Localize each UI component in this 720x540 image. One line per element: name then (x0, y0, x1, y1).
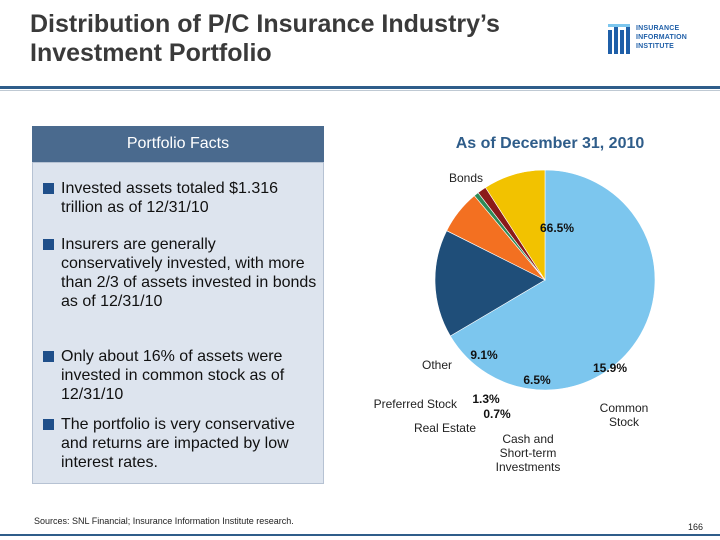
pie-slice-common-stock (434, 230, 546, 337)
title-divider (0, 86, 720, 89)
legend-label-cash-and-short-term-investments: Cash and Short-term Investments (496, 432, 561, 474)
square-bullet-icon (43, 239, 54, 250)
fact-item: Only about 16% of assets were invested i… (43, 347, 317, 404)
fact-text: Insurers are generally conservatively in… (61, 236, 317, 310)
title-divider-thin (0, 90, 720, 91)
portfolio-facts-header: Portfolio Facts (32, 126, 324, 162)
fact-item: The portfolio is very conservative and r… (43, 415, 317, 472)
legend-label-line: Preferred Stock (374, 397, 458, 411)
legend-label-other: Other (422, 358, 452, 372)
fact-text: Only about 16% of assets were invested i… (61, 348, 285, 403)
legend-label-line: Other (422, 358, 452, 372)
data-label-cash-and-short-term-investments: 6.5% (523, 373, 551, 387)
logo-text: INSURANCE INFORMATION INSTITUTE (636, 24, 687, 51)
legend-label-line: Stock (609, 415, 640, 429)
fact-text: Invested assets totaled $1.316 trillion … (61, 180, 279, 216)
fact-item: Insurers are generally conservatively in… (43, 235, 317, 311)
chart-title: As of December 31, 2010 (455, 135, 645, 152)
legend-label-line: Investments (496, 460, 561, 474)
square-bullet-icon (43, 183, 54, 194)
logo-bars-icon (608, 24, 630, 54)
logo-line-3: INSTITUTE (636, 43, 674, 50)
legend-label-bonds: Bonds (449, 171, 483, 185)
data-label-real-estate: 0.7% (483, 407, 511, 421)
page-number: 166 (688, 522, 704, 532)
legend-label-line: Real Estate (414, 421, 476, 435)
pie-slice-bonds (449, 169, 656, 391)
legend-label-real-estate: Real Estate (414, 421, 476, 435)
bottom-divider (0, 534, 720, 536)
logo-line-1: INSURANCE (636, 25, 680, 32)
fact-text: The portfolio is very conservative and r… (61, 416, 295, 471)
legend-label-line: Common (600, 401, 649, 415)
data-label-bonds: 66.5% (540, 221, 574, 235)
data-label-other: 9.1% (470, 348, 498, 362)
sources-note: Sources: SNL Financial; Insurance Inform… (34, 516, 294, 526)
legend-label-line: Cash and (502, 432, 553, 446)
square-bullet-icon (43, 419, 54, 430)
legend-label-preferred-stock: Preferred Stock (374, 397, 458, 411)
legend-label-line: Bonds (449, 171, 483, 185)
slide-title: Distribution of P/C Insurance Industry’s… (30, 10, 500, 67)
data-label-common-stock: 15.9% (593, 361, 627, 375)
iii-logo: INSURANCE INFORMATION INSTITUTE (608, 20, 708, 64)
legend-label-common-stock: Common Stock (600, 401, 649, 429)
portfolio-facts-panel: Invested assets totaled $1.316 trillion … (32, 162, 324, 484)
logo-line-2: INFORMATION (636, 34, 688, 41)
pie-slice-other (485, 169, 546, 282)
legend-label-line: Short-term (500, 446, 557, 460)
data-label-preferred-stock: 1.3% (472, 392, 500, 406)
square-bullet-icon (43, 351, 54, 362)
fact-item: Invested assets totaled $1.316 trillion … (43, 179, 317, 217)
portfolio-facts-box: Portfolio Facts Invested assets totaled … (32, 126, 324, 484)
